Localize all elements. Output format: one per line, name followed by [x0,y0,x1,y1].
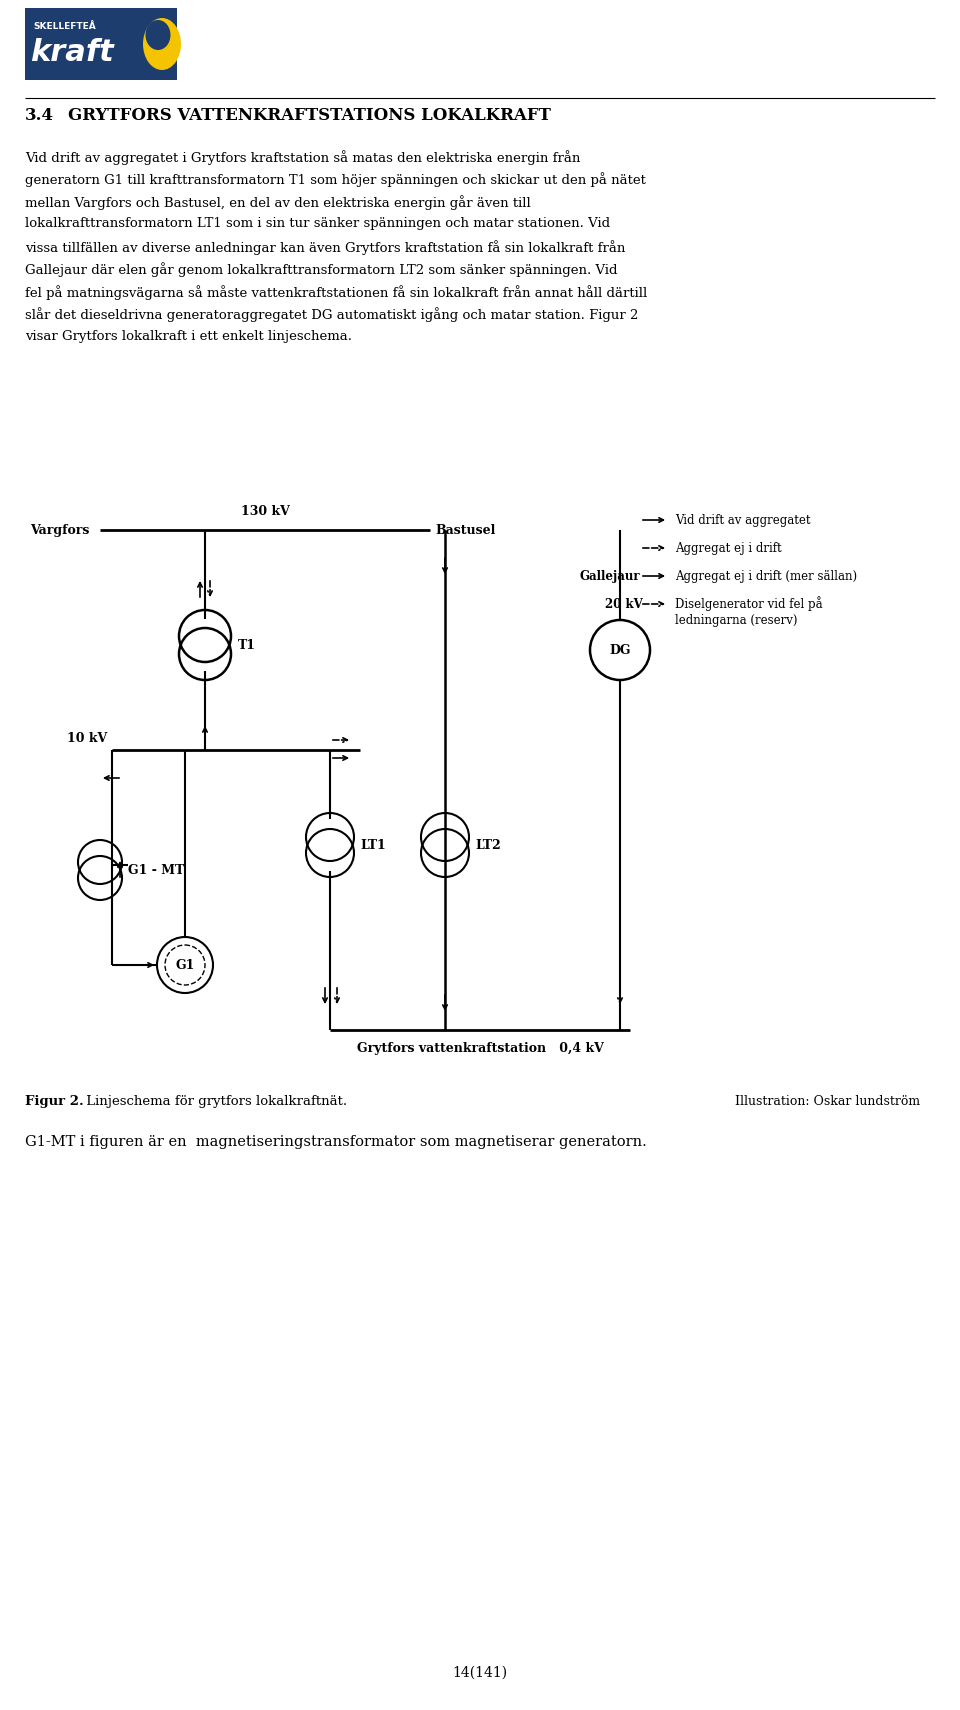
Text: 130 kV: 130 kV [241,504,289,518]
Text: 10 kV: 10 kV [67,732,107,746]
Bar [25,9,177,80]
Text: Aggregat ej i drift: Aggregat ej i drift [675,542,781,554]
Text: generatorn G1 till krafttransformatorn T1 som höjer spänningen och skickar ut de: generatorn G1 till krafttransformatorn T… [25,173,646,188]
Text: lokalkrafttransformatorn LT1 som i sin tur sänker spänningen och matar stationen: lokalkrafttransformatorn LT1 som i sin t… [25,217,611,231]
Text: Vid drift av aggregatet: Vid drift av aggregatet [675,513,810,527]
Text: vissa tillfällen av diverse anledningar kan även Grytfors kraftstation få sin lo: vissa tillfällen av diverse anledningar … [25,239,625,255]
Text: Figur 2.: Figur 2. [25,1094,84,1108]
Text: LT1: LT1 [360,838,386,852]
Text: Bastusel: Bastusel [435,523,495,537]
Text: Grytfors vattenkraftstation   0,4 kV: Grytfors vattenkraftstation 0,4 kV [356,1041,604,1055]
Text: DG: DG [610,643,631,657]
Text: slår det dieseldrivna generatoraggregatet DG automatiskt igång och matar station: slår det dieseldrivna generatoraggregate… [25,308,638,323]
Text: Linjeschema för grytfors lokalkraftnät.: Linjeschema för grytfors lokalkraftnät. [82,1094,348,1108]
Text: Gallejaur: Gallejaur [580,569,640,583]
Text: Vargfors: Vargfors [30,523,89,537]
Text: Vid drift av aggregatet i Grytfors kraftstation så matas den elektriska energin : Vid drift av aggregatet i Grytfors kraft… [25,150,581,164]
Text: Aggregat ej i drift (mer sällan): Aggregat ej i drift (mer sällan) [675,569,857,583]
Text: 3.4: 3.4 [25,108,54,125]
Text: SKELLEFTEÅ: SKELLEFTEÅ [33,22,96,31]
Text: GRYTFORS VATTENKRAFTSTATIONS LOKALKRAFT: GRYTFORS VATTENKRAFTSTATIONS LOKALKRAFT [68,108,551,125]
Text: visar Grytfors lokalkraft i ett enkelt linjeschema.: visar Grytfors lokalkraft i ett enkelt l… [25,330,352,344]
Text: LT2: LT2 [475,838,501,852]
Text: T1: T1 [238,638,256,652]
Ellipse shape [143,19,181,70]
Text: G1 - MT: G1 - MT [128,864,184,877]
Text: Illustration: Oskar lundström: Illustration: Oskar lundström [734,1094,920,1108]
Text: mellan Vargfors och Bastusel, en del av den elektriska energin går även till: mellan Vargfors och Bastusel, en del av … [25,195,531,210]
Text: Gallejaur där elen går genom lokalkrafttransformatorn LT2 som sänker spänningen.: Gallejaur där elen går genom lokalkraftt… [25,263,617,277]
Text: G1-MT i figuren är en  magnetiseringstransformator som magnetiserar generatorn.: G1-MT i figuren är en magnetiseringstran… [25,1135,647,1149]
Text: kraft: kraft [30,38,113,67]
Text: 14(141): 14(141) [452,1666,508,1679]
Text: ledningarna (reserv): ledningarna (reserv) [675,614,798,626]
Text: Diselgenerator vid fel på: Diselgenerator vid fel på [675,597,823,612]
Text: fel på matningsvägarna så måste vattenkraftstationen få sin lokalkraft från anna: fel på matningsvägarna så måste vattenkr… [25,286,647,299]
Text: 20 kV: 20 kV [605,597,643,610]
Ellipse shape [146,21,171,50]
Text: G1: G1 [176,959,195,971]
